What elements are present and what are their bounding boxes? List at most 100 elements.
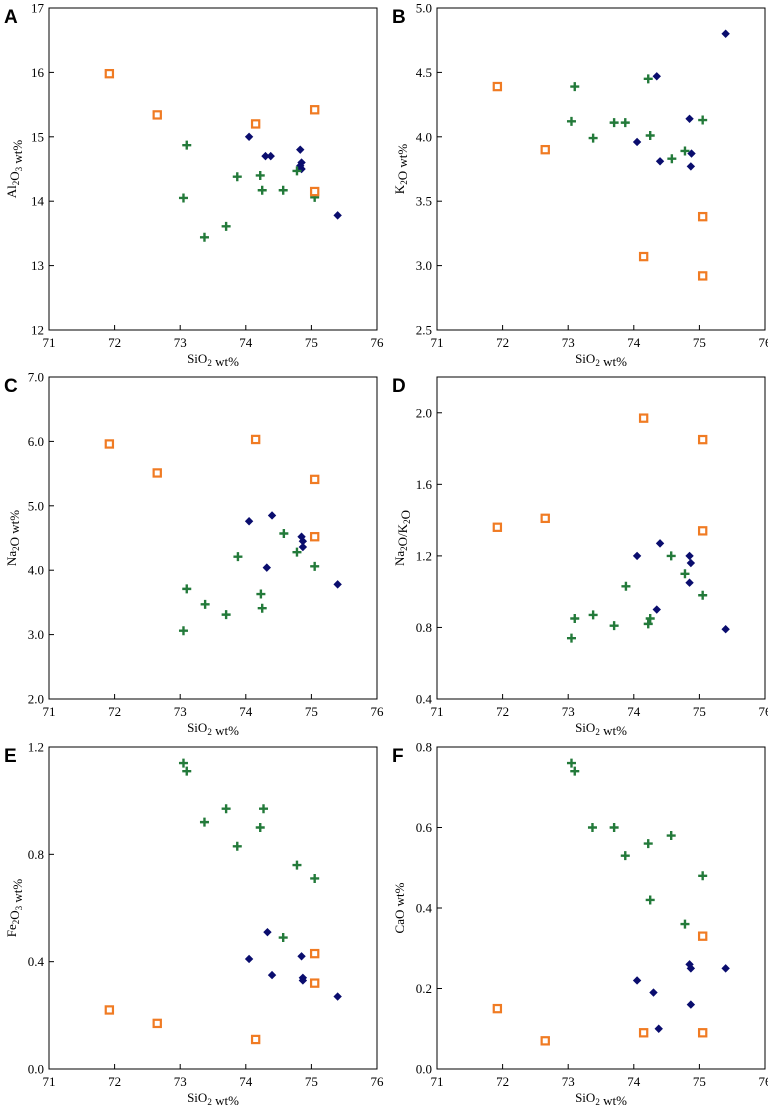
panel-C-y-tick-label: 4.0 bbox=[28, 563, 44, 578]
panel-C-y-tick-label: 5.0 bbox=[28, 498, 44, 513]
panel-B-square-point bbox=[540, 144, 550, 155]
panel-B-square-point bbox=[697, 211, 708, 222]
panel-C-x-tick-label: 71 bbox=[43, 704, 56, 719]
panel-F-x-tick-label: 76 bbox=[759, 1074, 768, 1089]
panel-D-plus-point bbox=[680, 569, 690, 579]
panel-F-diamond-point bbox=[686, 1000, 696, 1009]
panel-C-x-tick-label: 72 bbox=[108, 704, 121, 719]
panel-C-x-axis-label: SiO2 wt% bbox=[187, 720, 239, 738]
panel-D-square-point bbox=[492, 522, 503, 532]
panel-E-plus-point bbox=[182, 766, 192, 776]
panel-E-x-tick-label: 75 bbox=[305, 1074, 318, 1089]
panel-B-y-axis-label: K2O wt% bbox=[392, 144, 410, 195]
panel-C-square-point bbox=[250, 434, 261, 445]
panel-B-x-tick-label: 75 bbox=[693, 335, 706, 350]
panel-A-diamond-point bbox=[296, 145, 305, 154]
panel-D-letter: D bbox=[392, 376, 406, 397]
panel-E-y-tick-label: 0.0 bbox=[28, 1062, 44, 1077]
panel-F-plus-point bbox=[570, 766, 580, 776]
panel-E-square-point bbox=[309, 948, 320, 959]
panel-F-square-point bbox=[697, 1028, 708, 1038]
panel-C-x-tick-label: 73 bbox=[174, 704, 187, 719]
panel-B-plus-point bbox=[643, 74, 653, 84]
panel-B-square-point bbox=[697, 271, 708, 281]
panel-F-square-point bbox=[638, 1028, 649, 1038]
panel-E-diamond-point bbox=[244, 954, 254, 964]
panel-C-letter: C bbox=[4, 376, 18, 397]
panel-F-y-tick-label: 0.0 bbox=[416, 1062, 432, 1077]
panel-B-diamond-point bbox=[652, 72, 661, 81]
panel-B-letter: B bbox=[392, 7, 406, 28]
panel-E-plus-point bbox=[178, 758, 188, 768]
panel-D-plus-point bbox=[643, 619, 653, 629]
panel-F-y-tick-label: 0.6 bbox=[416, 820, 433, 835]
panel-E-plus-point bbox=[221, 804, 231, 814]
panel-C-plus-point bbox=[182, 584, 192, 594]
panel-D-plus-point bbox=[588, 610, 598, 620]
panel-C-y-tick-label: 3.0 bbox=[28, 627, 44, 642]
panel-F-x-tick-label: 72 bbox=[496, 1074, 509, 1089]
panel-F-diamond-point bbox=[721, 964, 730, 973]
panel-A-x-axis-label: SiO2 wt% bbox=[187, 351, 239, 369]
panel-B-plus-point bbox=[588, 133, 598, 143]
panel-F-diamond-point bbox=[632, 976, 642, 985]
panel-A-x-tick-label: 74 bbox=[239, 335, 253, 350]
panel-F-square-point bbox=[540, 1036, 550, 1046]
panel-E-square-point bbox=[152, 1018, 162, 1029]
panel-E-y-axis-label: Fe2O3 wt% bbox=[4, 879, 25, 938]
panel-D-x-axis-label: SiO2 wt% bbox=[575, 720, 627, 738]
panel-B-diamond-point bbox=[685, 114, 694, 123]
panel-A-y-tick-label: 17 bbox=[31, 1, 45, 16]
panel-E-plus-point bbox=[310, 873, 320, 883]
panel-F-diamond-point bbox=[685, 960, 694, 969]
panel-F-square-point bbox=[697, 931, 708, 941]
panel-D-y-tick-label: 0.4 bbox=[416, 692, 433, 707]
panel-D-y-tick-label: 0.8 bbox=[416, 620, 432, 635]
panel-E-diamond-point bbox=[298, 976, 308, 985]
panel-B-plus-point bbox=[680, 146, 690, 156]
panel-D-plus-point bbox=[609, 621, 619, 631]
panel-F-x-axis-label: SiO2 wt% bbox=[575, 1090, 627, 1108]
panel-B: 71 72 73 74 75 76 2.5 3.0 3.5 4.0 4.5 5.0 SiO2 wt% K2… bbox=[392, 1, 768, 370]
panel-C: 71 72 73 74 75 76 2.0 3.0 4.0 5.0 6.0 7.0 SiO2 wt% Na… bbox=[4, 370, 384, 739]
panel-F-plus-point bbox=[609, 823, 619, 832]
panel-D-plus-point bbox=[621, 581, 631, 591]
panel-E-plus-point bbox=[292, 860, 302, 870]
panel-D-x-tick-label: 71 bbox=[431, 704, 444, 719]
panel-E-diamond-point bbox=[333, 992, 342, 1001]
panel-D-plus-point bbox=[566, 633, 576, 643]
panel-A-square-point bbox=[250, 119, 261, 129]
panel-A-square-point bbox=[104, 68, 115, 79]
panel-B-frame bbox=[436, 7, 766, 331]
panel-C-square-point bbox=[152, 468, 162, 478]
panel-F-plus-point bbox=[566, 758, 576, 768]
panel-D-frame bbox=[436, 376, 766, 700]
panel-B-diamond-point bbox=[632, 137, 642, 147]
panel-C-plus-point bbox=[257, 603, 267, 613]
panel-C-y-tick-label: 7.0 bbox=[28, 370, 44, 385]
panel-A-diamond-point bbox=[297, 158, 306, 167]
panel-A-plus-point bbox=[255, 170, 265, 180]
panel-F-diamond-point bbox=[654, 1024, 663, 1033]
panel-C-y-tick-label: 2.0 bbox=[28, 692, 44, 707]
panel-D-plus-point bbox=[645, 614, 655, 623]
panel-E-diamond-point bbox=[263, 927, 272, 937]
panel-B-y-tick-label: 4.0 bbox=[416, 129, 432, 144]
panel-B-y-tick-label: 3.5 bbox=[416, 194, 432, 209]
panel-B-plus-point bbox=[667, 154, 677, 164]
panel-D-square-point bbox=[638, 413, 649, 423]
panel-B-plus-point bbox=[698, 115, 708, 125]
panel-D-x-tick-label: 72 bbox=[496, 704, 509, 719]
panel-A-diamond-point bbox=[297, 164, 306, 174]
panel-D-square-point bbox=[697, 526, 708, 536]
panel-E-x-axis-label: SiO2 wt% bbox=[187, 1090, 239, 1108]
panel-C-plus-point bbox=[279, 528, 289, 538]
panel-F-x-tick-label: 73 bbox=[562, 1074, 575, 1089]
panel-E-x-tick-label: 71 bbox=[43, 1074, 56, 1089]
panel-B-plus-point bbox=[570, 82, 580, 92]
panel-E-diamond-point bbox=[267, 970, 277, 980]
panel-A-letter: A bbox=[4, 7, 18, 28]
panel-D: 71 72 73 74 75 76 0.4 0.8 1.2 1.6 2.0 SiO2 wt% Na2O/… bbox=[392, 376, 768, 738]
panel-C-square-point bbox=[104, 439, 115, 449]
panel-B-x-tick-label: 71 bbox=[431, 335, 444, 350]
